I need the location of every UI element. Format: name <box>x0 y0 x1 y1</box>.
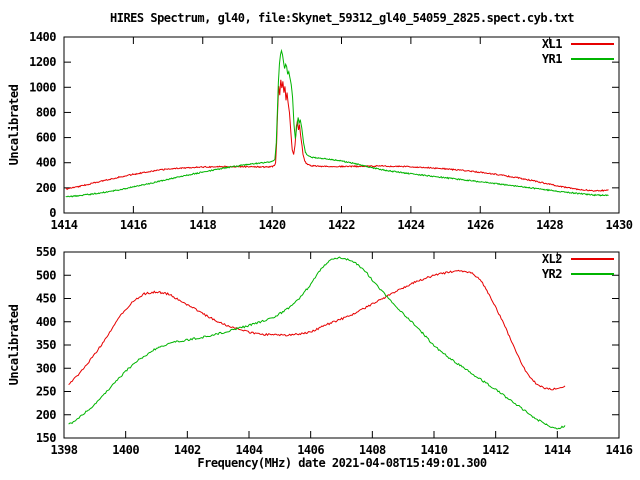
legend-line-xl2-sample <box>571 258 614 260</box>
series-line-YR2 <box>68 256 566 430</box>
y-tick-label: 400 <box>36 156 56 170</box>
y-tick-label: 0 <box>49 206 56 220</box>
y-tick-label: 250 <box>36 385 56 399</box>
x-tick-label: 1430 <box>606 218 633 232</box>
legend-label-yr1: YR1 <box>541 52 563 66</box>
x-tick-label: 1422 <box>328 218 355 232</box>
legend-top-chart: XL1 YR1 <box>541 37 614 66</box>
series-line-XL1 <box>65 79 609 192</box>
series-line-XL2 <box>68 269 566 391</box>
y-tick-label: 600 <box>36 131 56 145</box>
y-tick-label: 350 <box>36 338 56 352</box>
y-tick-label: 150 <box>36 431 56 445</box>
y-tick-label: 500 <box>36 268 56 282</box>
legend-entry-xl1: XL1 <box>541 37 614 51</box>
legend-label-xl2: XL2 <box>541 252 563 266</box>
y-tick-label: 450 <box>36 292 56 306</box>
legend-label-xl1: XL1 <box>541 37 563 51</box>
legend-line-yr1-sample <box>571 58 614 60</box>
figure-title: HIRES Spectrum, gl40, file:Skynet_59312_… <box>110 11 575 25</box>
x-tick-label: 1416 <box>120 218 147 232</box>
plot-border <box>63 36 620 214</box>
legend-line-xl1-sample <box>571 43 614 45</box>
x-tick-label: 1418 <box>189 218 216 232</box>
x-tick-label: 1428 <box>536 218 563 232</box>
legend-entry-xl2: XL2 <box>541 252 614 266</box>
y-tick-label: 1200 <box>29 55 56 69</box>
y-tick-label: 200 <box>36 181 56 195</box>
y-tick-label: 550 <box>36 245 56 259</box>
x-tick-label: 1412 <box>482 443 509 457</box>
legend-label-yr2: YR2 <box>541 267 563 281</box>
y-tick-label: 1400 <box>29 30 56 44</box>
legend-entry-yr2: YR2 <box>541 267 614 281</box>
x-tick-label: 1408 <box>359 443 386 457</box>
x-tick-label: 1406 <box>297 443 324 457</box>
y-tick-label: 200 <box>36 408 56 422</box>
legend-bottom-chart: XL2 YR2 <box>541 252 614 281</box>
x-tick-label: 1424 <box>397 218 424 232</box>
x-tick-label: 1402 <box>174 443 201 457</box>
x-axis-label: Frequency(MHz) date 2021-04-08T15:49:01.… <box>197 456 487 470</box>
x-tick-label: 1404 <box>236 443 263 457</box>
x-tick-label: 1426 <box>467 218 494 232</box>
x-tick-label: 1400 <box>112 443 139 457</box>
x-tick-label: 1414 <box>544 443 571 457</box>
x-tick-label: 1416 <box>606 443 633 457</box>
legend-entry-yr1: YR1 <box>541 52 614 66</box>
x-tick-label: 1420 <box>259 218 286 232</box>
x-tick-label: 1398 <box>51 443 78 457</box>
y-tick-label: 800 <box>36 105 56 119</box>
y-tick-label: 400 <box>36 315 56 329</box>
y-axis-label-top: Uncalibrated <box>7 84 21 166</box>
x-tick-label: 1410 <box>421 443 448 457</box>
y-tick-label: 1000 <box>29 80 56 94</box>
x-tick-label: 1414 <box>51 218 78 232</box>
plot-border <box>63 251 620 439</box>
legend-line-yr2-sample <box>571 273 614 275</box>
series-line-YR1 <box>65 48 609 198</box>
y-axis-label-bottom: Uncalibrated <box>7 304 21 386</box>
y-tick-label: 300 <box>36 361 56 375</box>
